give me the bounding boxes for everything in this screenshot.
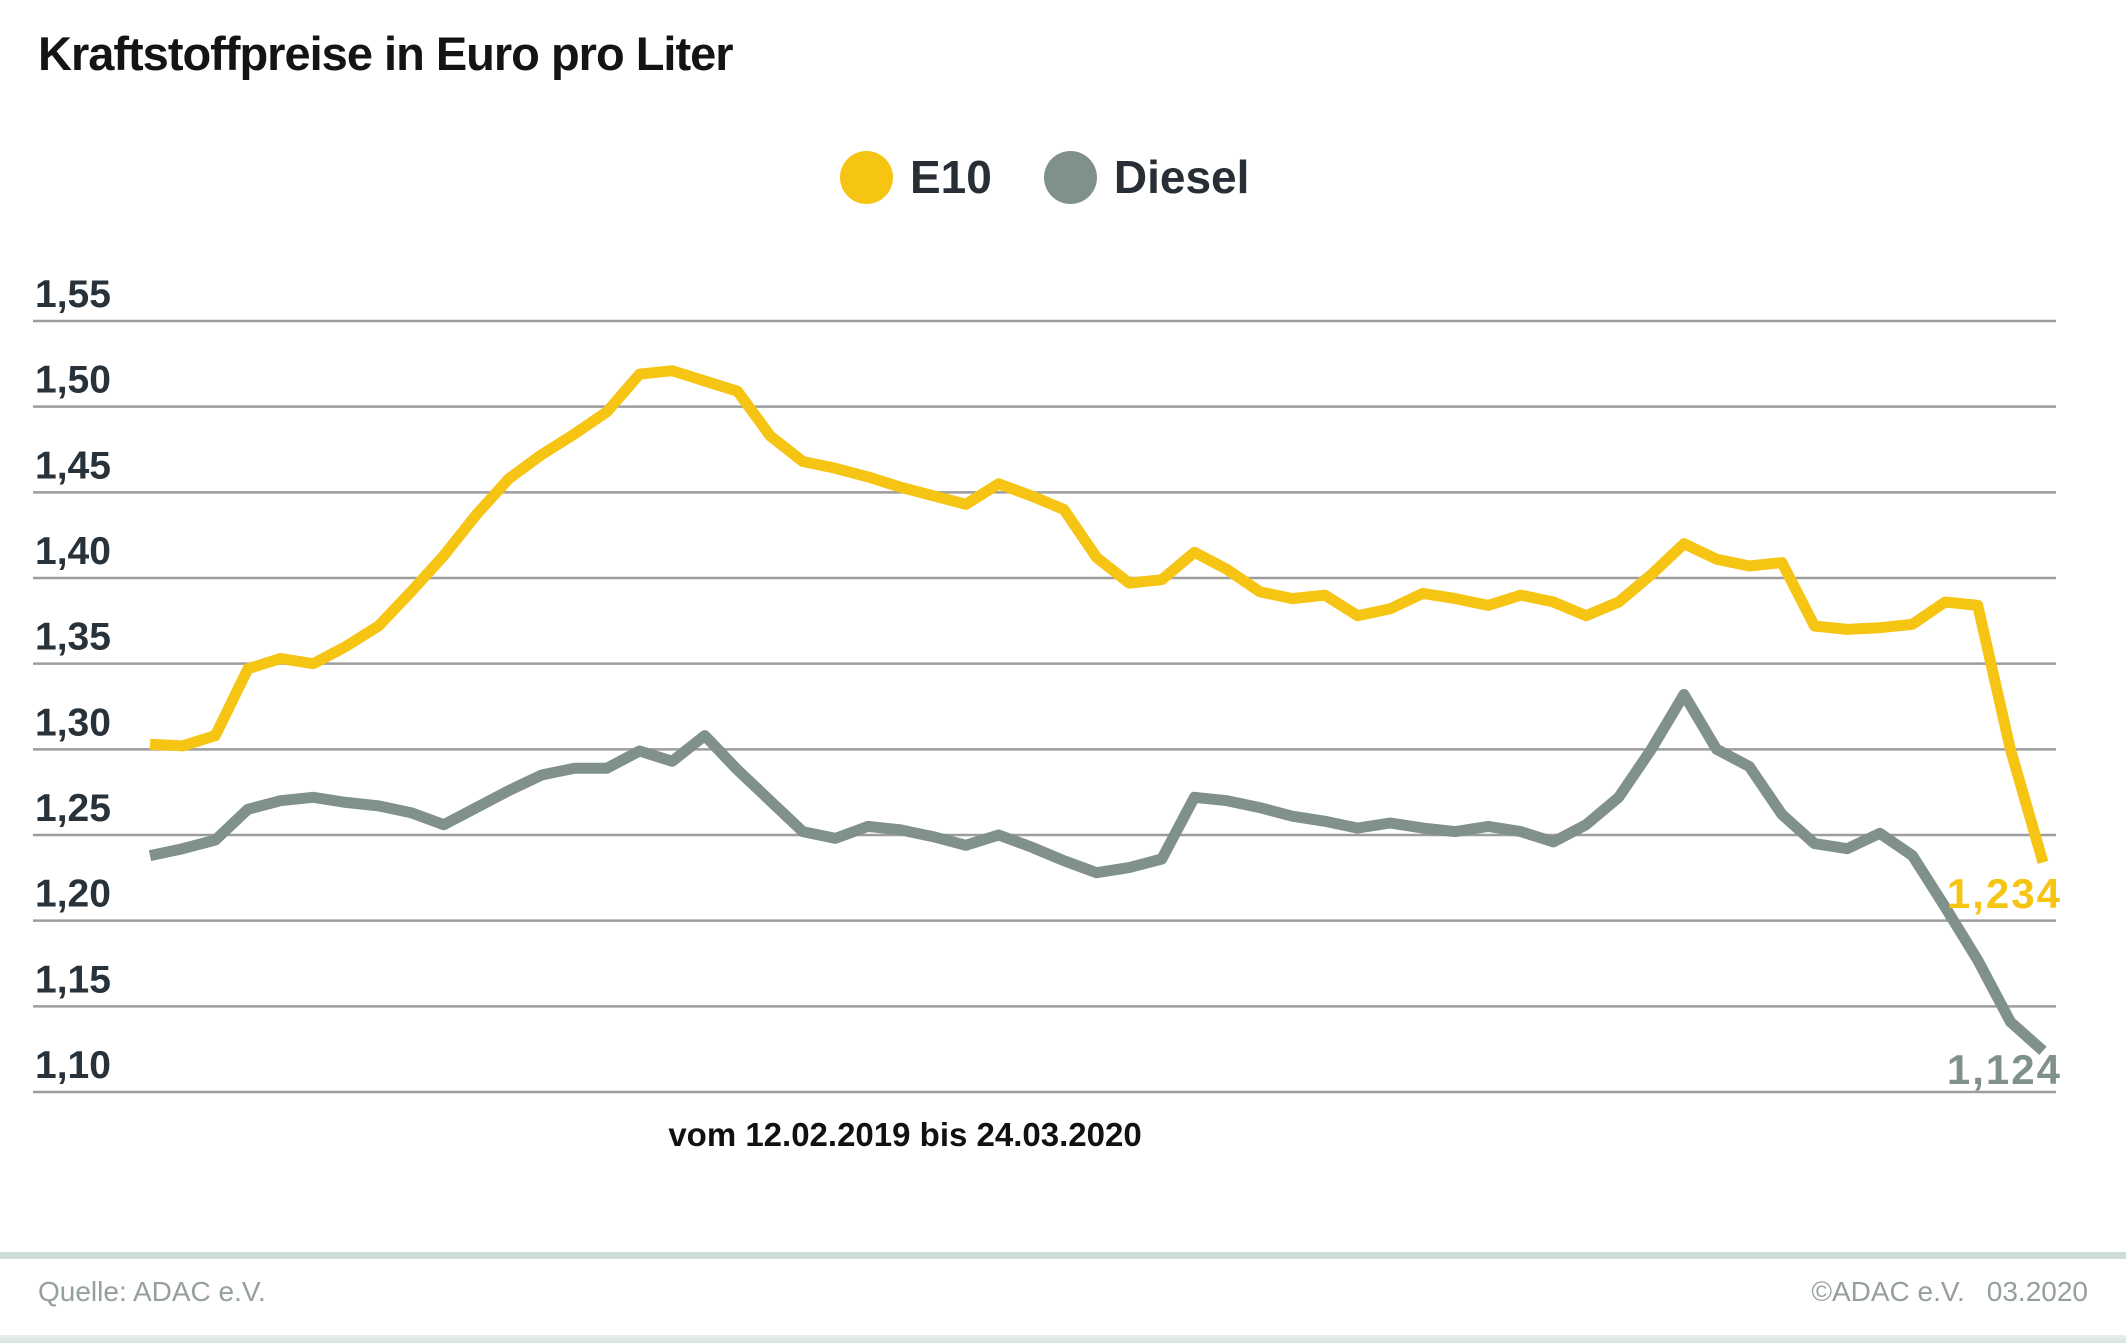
footer-separator: [0, 1252, 2126, 1259]
legend-item-e10: E10: [840, 150, 992, 204]
bottom-accent-bar: [0, 1335, 2126, 1343]
y-tick-label: 1,50: [35, 359, 111, 402]
copyright-date: 03.2020: [1986, 1276, 2088, 1307]
diesel-line: [148, 689, 2047, 1056]
y-tick-label: 1,25: [35, 787, 111, 830]
copyright-note: ©ADAC e.V. 03.2020: [1811, 1276, 2088, 1308]
legend-item-diesel: Diesel: [1043, 150, 1250, 204]
e10-end-value-label: 1,234: [1946, 870, 2062, 917]
x-axis-caption: vom 12.02.2019 bis 24.03.2020: [668, 1116, 1142, 1153]
y-tick-label: 1,30: [35, 701, 111, 744]
y-tick-label: 1,45: [35, 444, 111, 487]
legend: E10 Diesel: [840, 150, 1249, 204]
source-credit: Quelle: ADAC e.V.: [38, 1276, 266, 1307]
copyright-text: ©ADAC e.V.: [1811, 1276, 1965, 1307]
y-tick-label: 1,15: [35, 958, 111, 1001]
page-title: Kraftstoffpreise in Euro pro Liter: [38, 27, 734, 80]
y-tick-label: 1,10: [35, 1044, 111, 1087]
y-tick-label: 1,55: [35, 273, 111, 316]
e10-line: [149, 365, 2049, 864]
e10-legend-dot-icon: [840, 150, 893, 204]
diesel-legend-label: Diesel: [1113, 151, 1250, 203]
y-tick-label: 1,20: [35, 873, 111, 916]
e10-legend-label: E10: [910, 151, 992, 203]
y-tick-label: 1,35: [35, 616, 111, 659]
y-tick-label: 1,40: [35, 530, 111, 573]
diesel-legend-dot-icon: [1043, 150, 1097, 204]
diesel-end-value-label: 1,124: [1946, 1046, 2062, 1093]
